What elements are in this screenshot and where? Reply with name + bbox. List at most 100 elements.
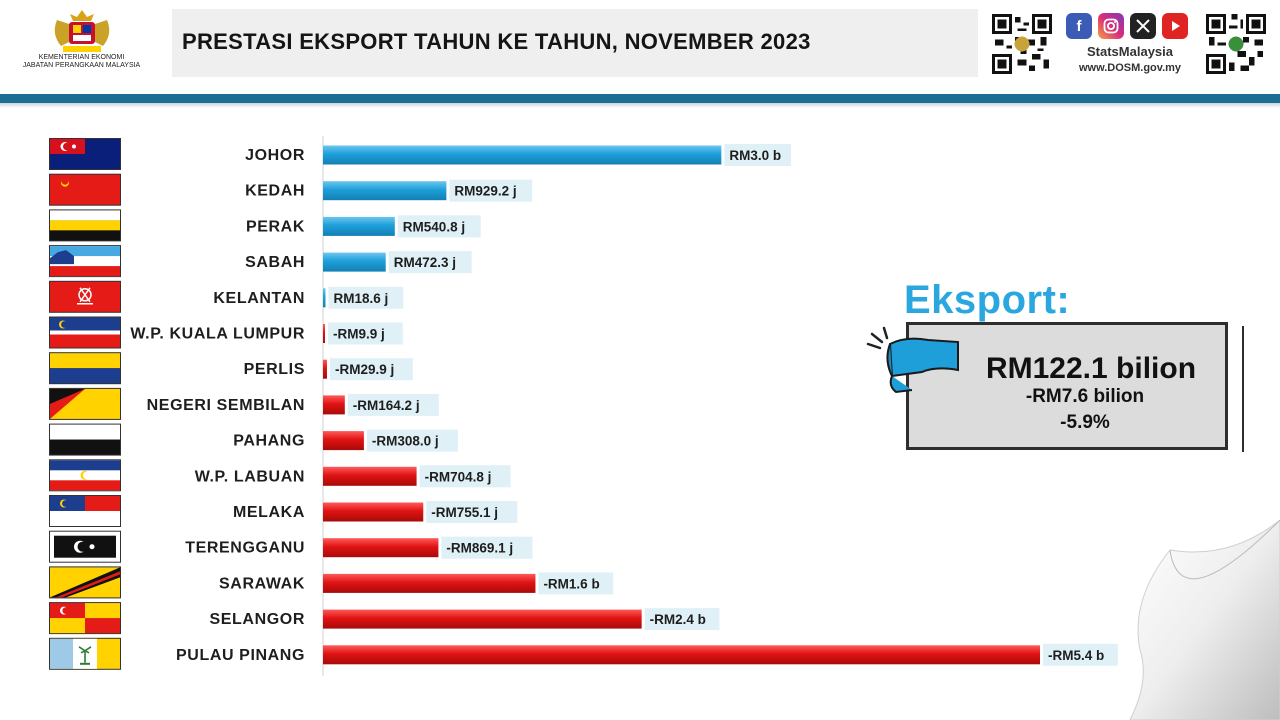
flag-pulau-pinang-icon xyxy=(49,637,121,670)
value-label-perak: RM540.8 j xyxy=(403,219,465,234)
bar-kelantan xyxy=(323,288,326,308)
bar-perlis xyxy=(323,359,327,379)
page-title: PRESTASI EKSPORT TAHUN KE TAHUN, NOVEMBE… xyxy=(182,29,811,54)
bar-johor xyxy=(323,145,722,165)
state-label-w-p-labuan: W.P. LABUAN xyxy=(195,468,305,485)
flag-terengganu-icon xyxy=(49,530,121,563)
state-label-perlis: PERLIS xyxy=(244,361,305,378)
value-label-bg xyxy=(449,179,533,202)
value-label-bg xyxy=(724,144,792,166)
value-label-johor: RM3.0 b xyxy=(729,148,781,163)
brand-name: StatsMalaysia xyxy=(1087,44,1173,59)
export-change-value: -RM7.6 bilion xyxy=(1025,386,1145,407)
flag-melaka-icon xyxy=(49,495,121,527)
bar-kedah xyxy=(323,181,447,201)
qr-code-icon xyxy=(992,14,1052,74)
state-label-sarawak: SARAWAK xyxy=(219,575,305,592)
value-label-melaka: -RM755.1 j xyxy=(431,505,498,520)
flag-kuala-lumpur-icon xyxy=(49,316,121,349)
flag-labuan-icon xyxy=(49,459,121,492)
state-label-terengganu: TERENGGANU xyxy=(185,540,305,557)
value-label-selangor: -RM2.4 b xyxy=(650,612,706,627)
callout-box-shadow xyxy=(1226,326,1244,452)
value-label-kedah: RM929.2 j xyxy=(454,184,516,199)
bar-pulau-pinang xyxy=(323,645,1040,665)
coat-of-arms-icon xyxy=(54,10,109,52)
title-box: PRESTASI EKSPORT TAHUN KE TAHUN, NOVEMBE… xyxy=(172,9,978,77)
value-label-bg xyxy=(419,465,511,488)
value-label-bg xyxy=(441,536,533,559)
bar-melaka xyxy=(323,502,424,522)
brand-url-link[interactable]: www.DOSM.gov.my xyxy=(1078,62,1182,74)
value-label-bg xyxy=(347,393,439,416)
chart-canvas: JOHOR RM3.0 b KEDAH RM929.2 j PERAK RM540.8 j… xyxy=(49,136,1118,676)
value-label-bg xyxy=(328,322,403,345)
callout-title: Eksport: xyxy=(904,278,1071,322)
value-label-bg xyxy=(538,572,614,595)
value-label-negeri-sembilan: -RM164.2 j xyxy=(353,398,420,413)
bar-w-p-kuala-lumpur xyxy=(323,324,325,343)
bar-terengganu xyxy=(323,538,439,558)
youtube-icon[interactable] xyxy=(1162,13,1188,39)
value-label-sarawak: -RM1.6 b xyxy=(543,576,599,591)
state-label-kelantan: KELANTAN xyxy=(213,290,305,307)
state-label-perak: PERAK xyxy=(246,218,305,235)
value-label-bg xyxy=(644,608,720,631)
state-label-johor: JOHOR xyxy=(245,147,305,164)
export-bar-chart: JOHOR RM3.0 b KEDAH RM929.2 j PERAK RM540.8 j… xyxy=(0,110,1280,720)
value-label-pahang: -RM308.0 j xyxy=(372,434,439,449)
export-change-percent: -5.9% xyxy=(1060,412,1110,433)
value-label-bg xyxy=(397,215,481,238)
export-total-value: RM122.1 bilion xyxy=(985,352,1197,385)
state-label-melaka: MELAKA xyxy=(233,504,305,521)
x-icon[interactable] xyxy=(1130,13,1156,39)
callout-box xyxy=(906,322,1228,450)
value-label-w-p-labuan: -RM704.8 j xyxy=(425,469,492,484)
flag-johor-icon xyxy=(49,138,121,170)
state-label-pahang: PAHANG xyxy=(233,433,305,450)
value-label-kelantan: RM18.6 j xyxy=(333,291,388,306)
value-label-bg xyxy=(1043,643,1118,666)
value-label-bg xyxy=(328,286,404,309)
bar-sarawak xyxy=(323,573,536,593)
agency-logo: KEMENTERIAN EKONOMI JABATAN PERANGKAAN M… xyxy=(14,8,149,80)
flag-kedah-icon xyxy=(49,173,121,206)
social-icons-row: f xyxy=(1066,13,1196,41)
instagram-icon[interactable] xyxy=(1098,13,1124,39)
flag-perak-icon xyxy=(49,209,121,242)
bar-perak xyxy=(323,216,395,236)
value-label-bg xyxy=(366,429,458,452)
department-name-line: JABATAN PERANGKAAN MALAYSIA xyxy=(22,62,141,69)
value-label-perlis: -RM29.9 j xyxy=(335,362,394,377)
flag-pahang-icon xyxy=(49,423,121,456)
header-bar-shadow xyxy=(0,103,1280,108)
flag-negeri-sembilan-icon xyxy=(49,387,121,420)
state-label-sabah: SABAH xyxy=(245,254,305,271)
qr-code-icon xyxy=(1206,14,1266,74)
value-label-bg xyxy=(329,358,413,381)
header-accent-bar xyxy=(0,94,1280,103)
state-label-negeri-sembilan: NEGERI SEMBILAN xyxy=(147,397,305,414)
flag-sarawak-icon xyxy=(49,566,121,599)
bar-selangor xyxy=(323,609,642,629)
header: KEMENTERIAN EKONOMI JABATAN PERANGKAAN M… xyxy=(0,0,1280,96)
value-label-terengganu: -RM869.1 j xyxy=(446,541,513,556)
page-curl-decoration xyxy=(1129,520,1280,720)
flag-selangor-icon xyxy=(49,602,121,635)
bar-pahang xyxy=(323,431,364,451)
bar-sabah xyxy=(323,252,386,272)
flag-kelantan-icon xyxy=(49,280,121,313)
state-label-w-p-kuala-lumpur: W.P. KUALA LUMPUR xyxy=(130,326,305,343)
value-label-bg xyxy=(426,501,518,523)
value-label-w-p-kuala-lumpur: -RM9.9 j xyxy=(333,327,385,342)
flag-perlis-icon xyxy=(49,352,121,385)
value-label-pulau-pinang: -RM5.4 b xyxy=(1048,648,1104,663)
bar-w-p-labuan xyxy=(323,466,417,486)
flag-sabah-icon xyxy=(49,245,121,278)
paper-scroll-icon xyxy=(866,326,959,394)
value-label-sabah: RM472.3 j xyxy=(394,255,456,270)
bar-negeri-sembilan xyxy=(323,395,345,415)
facebook-icon[interactable]: f xyxy=(1066,13,1092,39)
state-label-kedah: KEDAH xyxy=(245,183,305,200)
state-label-selangor: SELANGOR xyxy=(210,611,305,628)
